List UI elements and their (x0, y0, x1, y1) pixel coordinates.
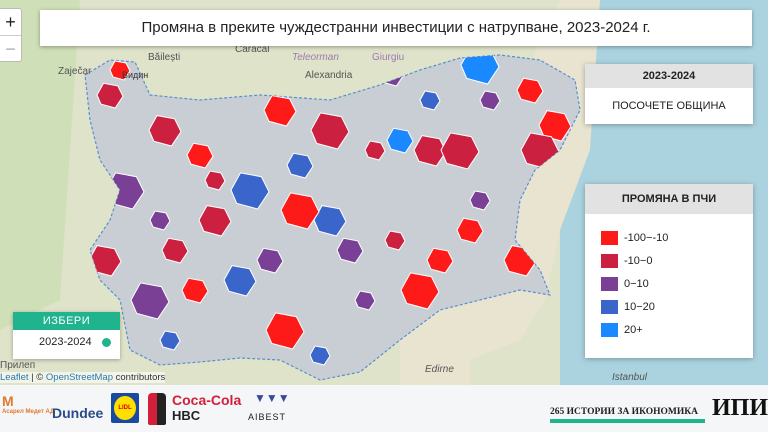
legend-label: -10−0 (624, 255, 653, 267)
legend-label: 10−20 (624, 301, 655, 313)
map-label: Teleorman (292, 52, 339, 63)
municipality[interactable] (230, 172, 270, 210)
period-selector[interactable]: ИЗБЕРИ 2023-2024 (13, 312, 120, 359)
dundee-logo: Dundee (52, 405, 104, 421)
legend-item: -100−-10 (601, 231, 753, 245)
legend-item: 0−10 (601, 277, 753, 291)
legend-item: -10−0 (601, 254, 753, 268)
municipality[interactable] (159, 330, 181, 351)
municipality[interactable] (96, 82, 124, 109)
legend-item: 20+ (601, 323, 753, 337)
legend-item: 10−20 (601, 300, 753, 314)
attribution-text: contributors (113, 372, 166, 383)
period-option[interactable]: 2023-2024 (13, 330, 120, 348)
legend-swatch (601, 300, 618, 314)
municipality[interactable] (286, 152, 314, 179)
municipality[interactable] (148, 115, 182, 147)
municipality[interactable] (313, 205, 347, 237)
aibest-logo: AIBEST (248, 412, 287, 422)
municipality[interactable] (364, 140, 386, 161)
municipality[interactable] (130, 282, 170, 320)
selector-header: ИЗБЕРИ (13, 312, 120, 330)
municipality[interactable] (336, 237, 364, 264)
map[interactable]: Băilești Caracal Teleorman Alexandria Gi… (0, 0, 768, 385)
municipality[interactable] (198, 205, 232, 237)
map-label-istanbul: Istanbul (612, 372, 648, 383)
municipality[interactable] (354, 290, 376, 311)
legend-label: 20+ (624, 324, 643, 336)
municipality[interactable] (384, 230, 406, 251)
municipality[interactable] (456, 217, 484, 244)
municipality[interactable] (109, 60, 131, 81)
municipality[interactable] (400, 272, 440, 310)
period-panel: 2023-2024 ПОСОЧЕТЕ ОБЩИНА (585, 64, 753, 124)
osm-link[interactable]: OpenStreetMap (45, 372, 113, 383)
municipality[interactable] (223, 265, 257, 297)
ipi-logo: ИПИ (712, 395, 768, 421)
municipality[interactable] (309, 345, 331, 366)
municipality[interactable] (265, 312, 305, 350)
legend: ПРОМЯНА В ПЧИ -100−-10 -10−0 0−10 10−20 20+ (585, 184, 753, 358)
municipality[interactable] (186, 142, 214, 169)
coca-cola-logo: Coca-Cola (172, 392, 242, 408)
municipality[interactable] (161, 237, 189, 264)
municipality[interactable] (516, 77, 544, 104)
municipality[interactable] (440, 132, 480, 170)
bottles-icon (148, 393, 166, 425)
map-label: Zaječar (58, 66, 92, 77)
page-title: Промяна в преките чуждестранни инвестици… (40, 10, 752, 46)
legend-label: 0−10 (624, 278, 649, 290)
sponsors-footer: M Асарел Медет АД Dundee LIDL Coca-Cola H… (0, 385, 768, 432)
municipality[interactable] (479, 90, 501, 111)
legend-swatch (601, 231, 618, 245)
municipality[interactable] (469, 190, 491, 211)
municipalities[interactable] (88, 48, 572, 366)
leaflet-link[interactable]: Leaflet (0, 372, 29, 383)
legend-swatch (601, 323, 618, 337)
zoom-in-button[interactable]: + (5, 12, 16, 32)
asarel-logo: M Асарел Медет АД (2, 393, 55, 415)
municipality[interactable] (181, 277, 209, 304)
municipality[interactable] (280, 192, 320, 230)
zoom-out-button[interactable]: − (0, 35, 21, 61)
lidl-logo: LIDL (111, 393, 139, 423)
selected-radio-icon[interactable] (102, 338, 111, 347)
attribution-sep: | © (28, 372, 46, 383)
municipality[interactable] (256, 247, 284, 274)
municipality[interactable] (419, 90, 441, 111)
series-link[interactable]: 265 ИСТОРИИ ЗА ИКОНОМИКА (550, 407, 705, 423)
map-label: Прилеп (0, 360, 36, 371)
period-option-label: 2023-2024 (39, 336, 92, 348)
legend-label: -100−-10 (624, 232, 669, 244)
period-header: 2023-2024 (585, 64, 753, 88)
map-label: Giurgiu (372, 52, 405, 63)
map-label-vidin: Видин (122, 70, 149, 80)
select-municipality-prompt: ПОСОЧЕТЕ ОБЩИНА (612, 100, 726, 112)
forest (0, 0, 80, 330)
legend-swatch (601, 254, 618, 268)
zoom-control: + − (0, 8, 22, 62)
map-label: Băilești (148, 52, 181, 63)
municipality[interactable] (310, 112, 350, 150)
municipality[interactable] (426, 247, 454, 274)
municipality[interactable] (204, 170, 226, 191)
map-label: Caracal (235, 44, 270, 55)
attribution: Leaflet | © OpenStreetMap contributors (0, 372, 166, 383)
legend-title: ПРОМЯНА В ПЧИ (585, 184, 753, 214)
map-label: Alexandria (305, 70, 353, 81)
aibest-icon: ▼▼▼ (254, 391, 290, 405)
hbc-logo: HBC (172, 408, 201, 423)
legend-swatch (601, 277, 618, 291)
municipality[interactable] (149, 210, 171, 231)
municipality[interactable] (386, 127, 414, 154)
map-label: Edirne (425, 364, 454, 375)
